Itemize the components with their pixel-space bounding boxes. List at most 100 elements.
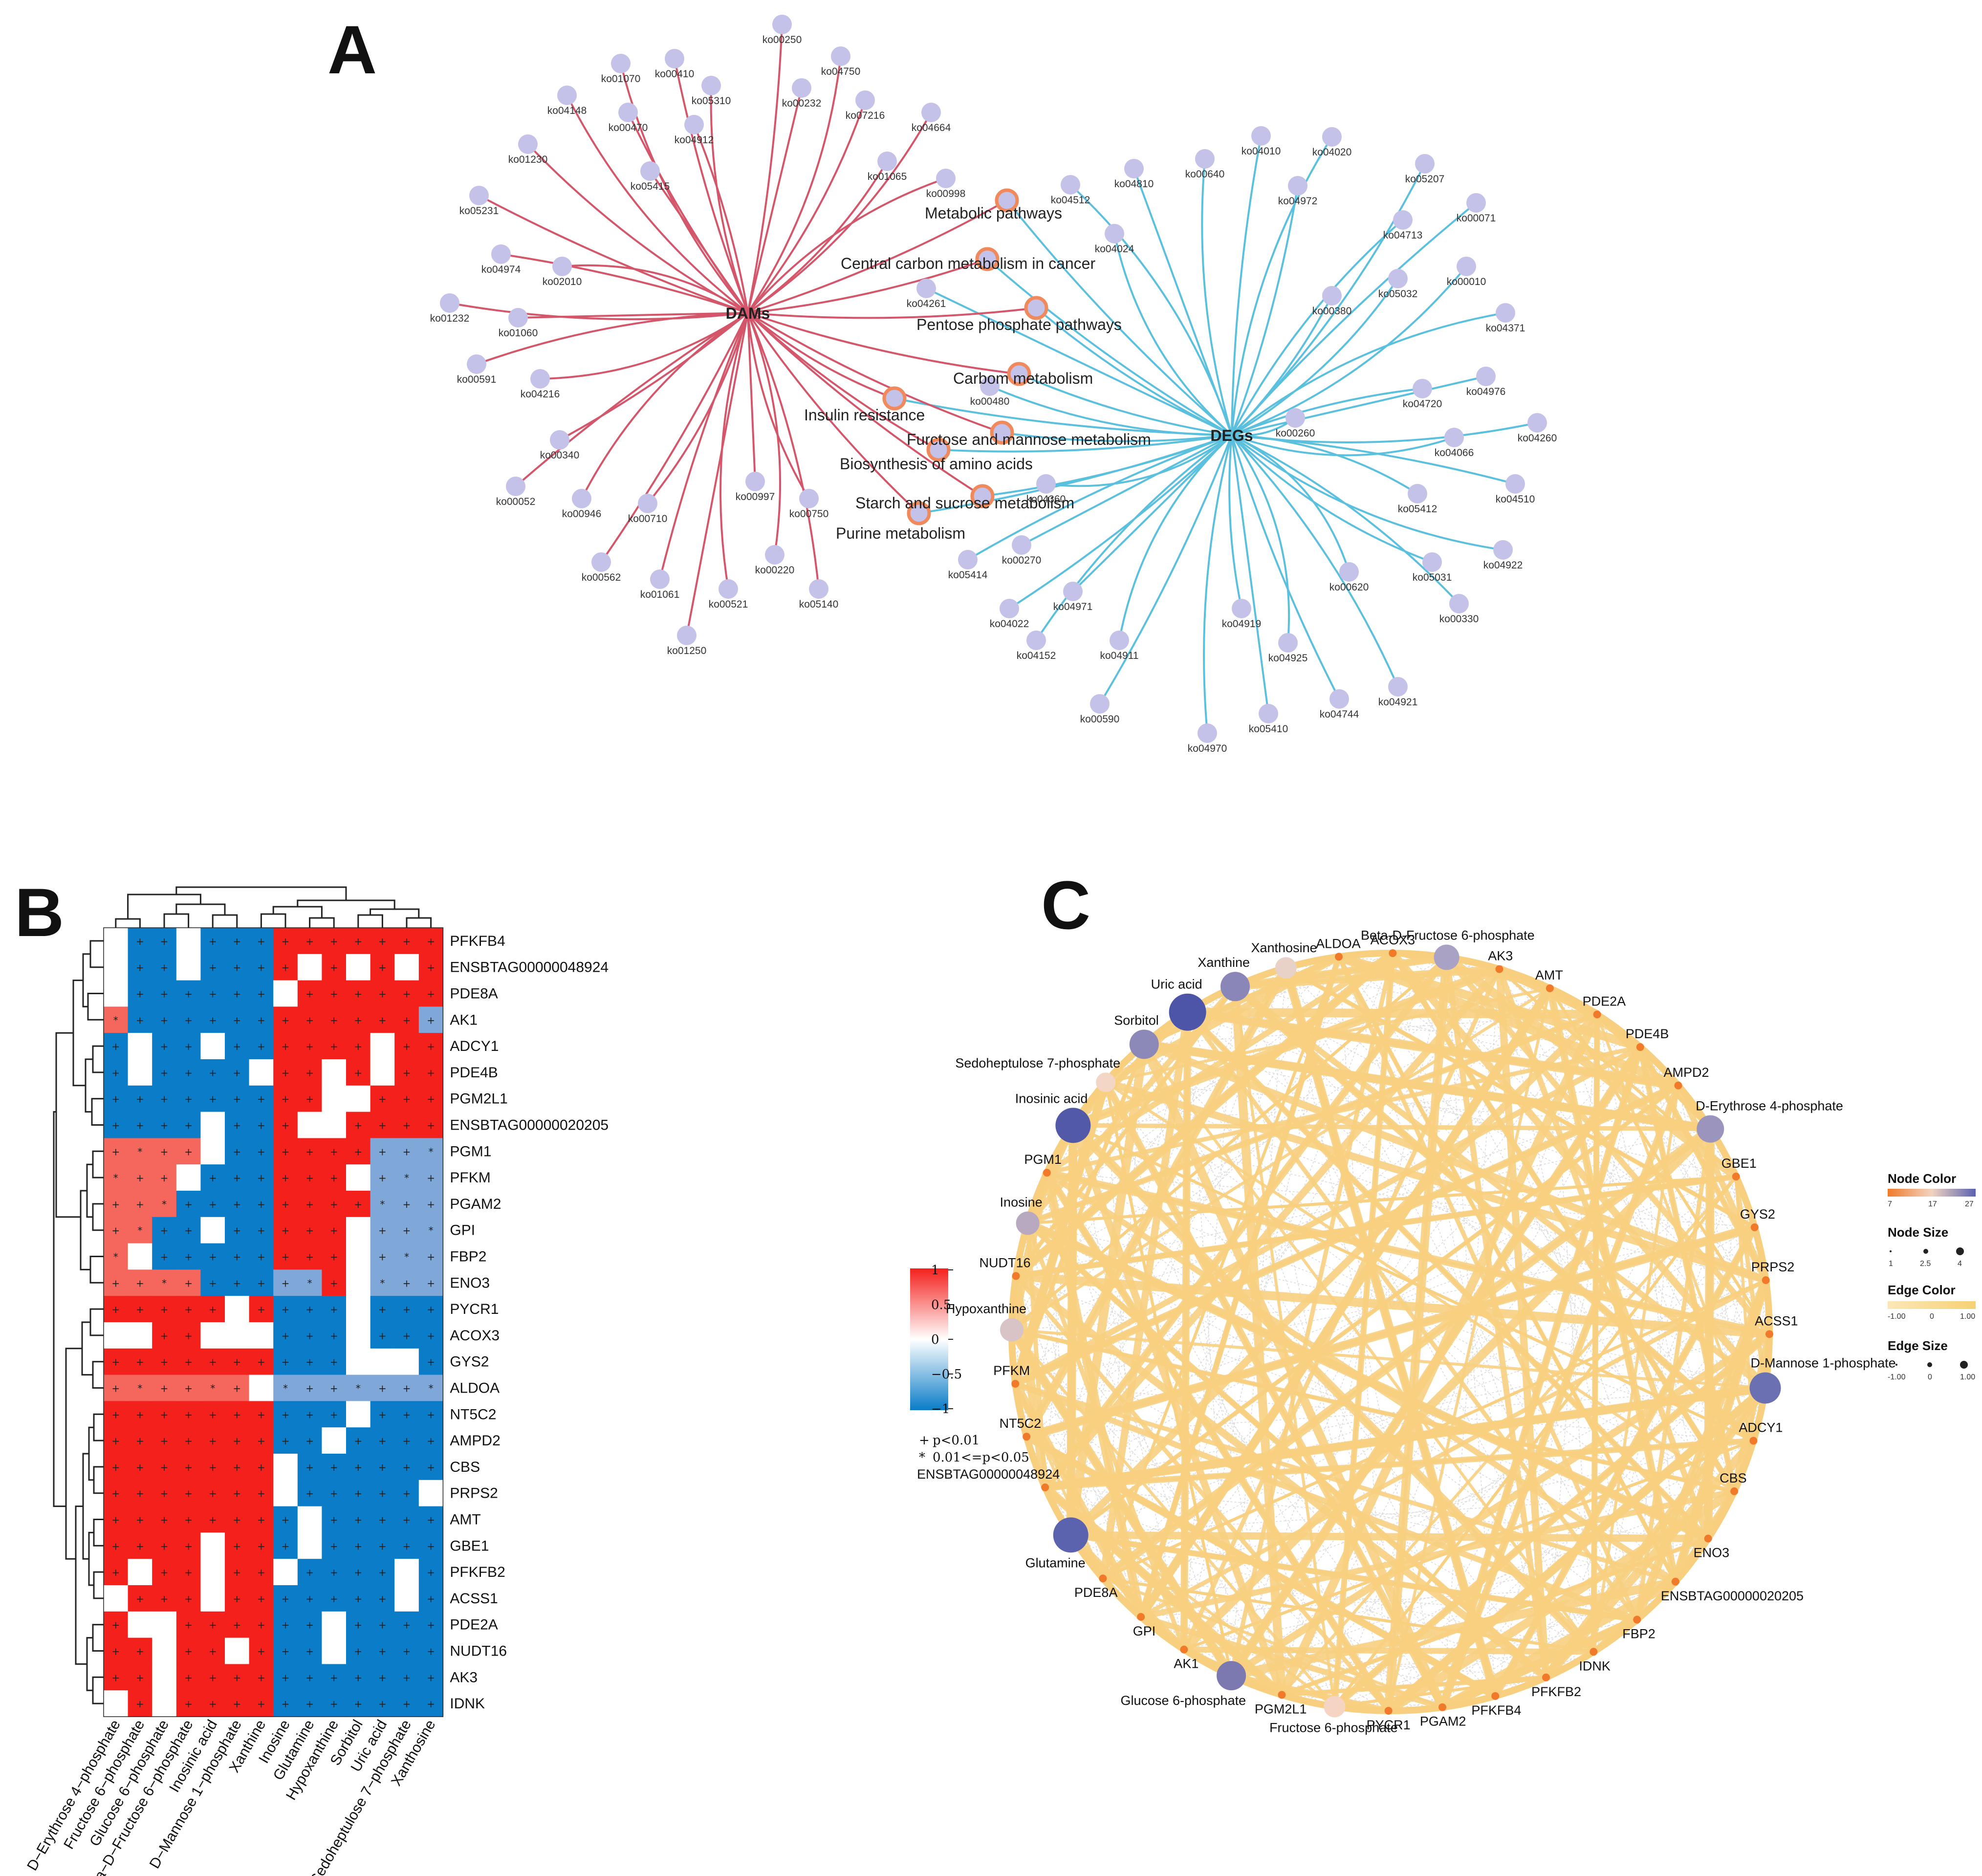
- shared-pathway-node: [970, 484, 995, 508]
- circle-node-label: Hypoxanthine: [946, 1302, 1026, 1316]
- heatmap-cell: [394, 928, 419, 955]
- significance-mark: +: [233, 1356, 241, 1368]
- heatmap-cell: [297, 1454, 322, 1481]
- significance-mark: +: [136, 1540, 144, 1552]
- heatmap-cell: [200, 1506, 225, 1533]
- significance-mark: +: [184, 988, 193, 1000]
- significance-mark: +: [330, 1698, 338, 1710]
- significance-mark: +: [282, 1067, 290, 1079]
- heatmap-cell: [394, 1664, 419, 1691]
- edge-color-tick-min: -1.00: [1888, 1312, 1906, 1321]
- significance-mark: +: [184, 1540, 193, 1552]
- pathway-node-label: ko04261: [907, 298, 946, 309]
- heatmap-cell: [297, 1059, 322, 1086]
- significance-mark: +: [233, 1277, 241, 1289]
- heatmap-cell: [225, 1585, 250, 1612]
- weak-edge: [1016, 988, 1550, 1277]
- significance-mark: +: [330, 1304, 338, 1315]
- heatmap-cell: [249, 1532, 274, 1559]
- significance-mark: +: [427, 988, 435, 1000]
- heatmap-cell: [176, 1585, 201, 1612]
- pathway-node-ko04744: [1329, 689, 1349, 709]
- circle-node-pycr1: [1384, 1706, 1393, 1715]
- correlation-edge: [1102, 1279, 1766, 1580]
- pathway-node-ko00946: [572, 489, 591, 508]
- circle-node-label: PDE2A: [1583, 994, 1626, 1008]
- heatmap-cell: [128, 954, 152, 981]
- significance-mark: +: [427, 962, 435, 974]
- dendrogram-branch: [93, 1571, 104, 1599]
- significance-mark: +: [233, 1488, 241, 1500]
- significance-mark: +: [403, 936, 411, 947]
- significance-mark: +: [233, 1435, 241, 1447]
- colorbar-tick-label: 0.5: [931, 1298, 951, 1312]
- pathway-node-label: ko04922: [1483, 560, 1523, 571]
- pathway-node-label: ko04925: [1268, 653, 1308, 664]
- edge-degs-ko04972: [1231, 185, 1299, 436]
- circle-node-sedoheptulose-7-phosphate: [1096, 1072, 1116, 1092]
- legend-text-p001: p<0.01: [933, 1433, 980, 1448]
- heatmap-cell: [200, 1427, 225, 1454]
- shared-pathway-label: Metabolic pathways: [925, 204, 1062, 222]
- heatmap-cell: [322, 1191, 347, 1218]
- heatmap-cell: [370, 1506, 395, 1533]
- correlation-edge: [1336, 956, 1639, 1621]
- significance-mark: +: [305, 1014, 314, 1026]
- significance-mark: +: [282, 1409, 290, 1420]
- heatmap-cell: [249, 1401, 274, 1428]
- heatmap-cell: [152, 1085, 177, 1113]
- heatmap-cell: [176, 1059, 201, 1086]
- colorbar: [910, 1268, 948, 1410]
- significance-mark: +: [427, 1304, 435, 1315]
- dendrogram-branch: [89, 940, 104, 968]
- pathway-node-ko00591: [467, 354, 486, 374]
- heatmap-cell: [346, 928, 371, 955]
- heatmap-cell: [249, 1559, 274, 1586]
- circle-node-label: PGM1: [1024, 1152, 1062, 1167]
- heatmap-cell: [370, 1559, 395, 1586]
- heatmap-cell: [394, 1085, 419, 1113]
- significance-mark: +: [282, 1251, 290, 1263]
- significance-mark: +: [184, 1593, 193, 1605]
- heatmap-cell: [225, 954, 250, 981]
- significance-mark: +: [136, 1093, 144, 1105]
- heatmap-cell: [346, 1059, 371, 1086]
- weak-edge: [1046, 1172, 1232, 1676]
- circle-node-cbs: [1730, 1487, 1739, 1495]
- edge-degs-ko04919: [1228, 435, 1242, 609]
- dendrogram-branch: [93, 1519, 104, 1547]
- pathway-node-ko00750: [799, 489, 819, 508]
- correlation-edge: [1231, 986, 1286, 1695]
- significance-mark: +: [282, 1593, 290, 1605]
- heatmap-cell: [346, 1401, 371, 1428]
- dendrogram-branch: [92, 1045, 104, 1073]
- circle-node-xanthosine: [1275, 957, 1297, 979]
- heatmap-cell: [394, 980, 419, 1007]
- heatmap-cell: [225, 928, 250, 955]
- significance-mark: +: [160, 1172, 169, 1184]
- circle-node-label: Xanthosine: [1251, 940, 1317, 955]
- heatmap-cell: [297, 980, 322, 1007]
- significance-mark: +: [160, 1488, 169, 1500]
- significance-mark: +: [136, 1646, 144, 1658]
- significance-mark: +: [427, 1698, 435, 1710]
- significance-mark: +: [184, 1146, 193, 1157]
- significance-mark: +: [378, 1146, 387, 1157]
- significance-mark: +: [403, 1304, 411, 1315]
- significance-mark: +: [257, 1093, 265, 1105]
- significance-mark: +: [305, 1356, 314, 1368]
- significance-mark: +: [160, 1146, 169, 1157]
- heatmap-cell: [200, 954, 225, 981]
- significance-mark: +: [305, 1172, 314, 1184]
- heatmap-cell: [152, 1454, 177, 1481]
- edge-dams-shared-1: [747, 258, 988, 314]
- heatmap-cell: [152, 1191, 177, 1218]
- circle-node-label: PRPS2: [1751, 1260, 1795, 1274]
- weak-edge: [1106, 1082, 1711, 1130]
- heatmap-cell: [249, 1454, 274, 1481]
- heatmap-cell: [370, 1138, 395, 1165]
- pathway-node-ko04974: [491, 244, 511, 264]
- pathway-node-label: ko00750: [789, 508, 829, 520]
- significance-mark: +: [257, 1619, 265, 1631]
- edge-dams-ko00250: [747, 24, 783, 313]
